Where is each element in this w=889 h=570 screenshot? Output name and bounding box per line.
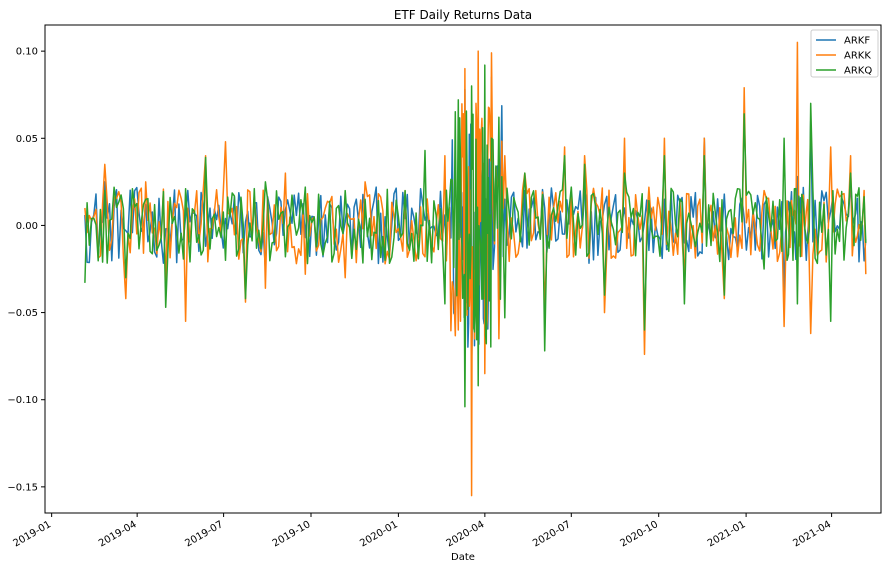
series-line-arkq [84, 64, 867, 408]
y-tick-label: 0.10 [16, 47, 38, 58]
legend-box [810, 29, 879, 78]
y-tick-label: −0.05 [7, 308, 38, 319]
y-tick-label: −0.15 [7, 482, 38, 493]
y-axis: 0.10 0.05 0.00 −0.05 −0.10 −0.15 [7, 47, 45, 493]
axes-frame [44, 24, 882, 514]
legend-label-arkf: ARKF [844, 36, 870, 47]
x-axis-label: Date [451, 552, 475, 563]
y-tick-label: 0.05 [16, 134, 38, 145]
legend-label-arkk: ARKK [844, 51, 871, 62]
y-tick-label: 0.00 [16, 221, 38, 232]
legend-label-arkq: ARKQ [844, 66, 872, 77]
y-tick-label: −0.10 [7, 395, 38, 406]
legend: ARKF ARKK ARKQ [810, 29, 879, 78]
plot-area [84, 41, 867, 497]
series-line-arkk [84, 41, 867, 497]
chart-title: ETF Daily Returns Data [394, 8, 532, 22]
